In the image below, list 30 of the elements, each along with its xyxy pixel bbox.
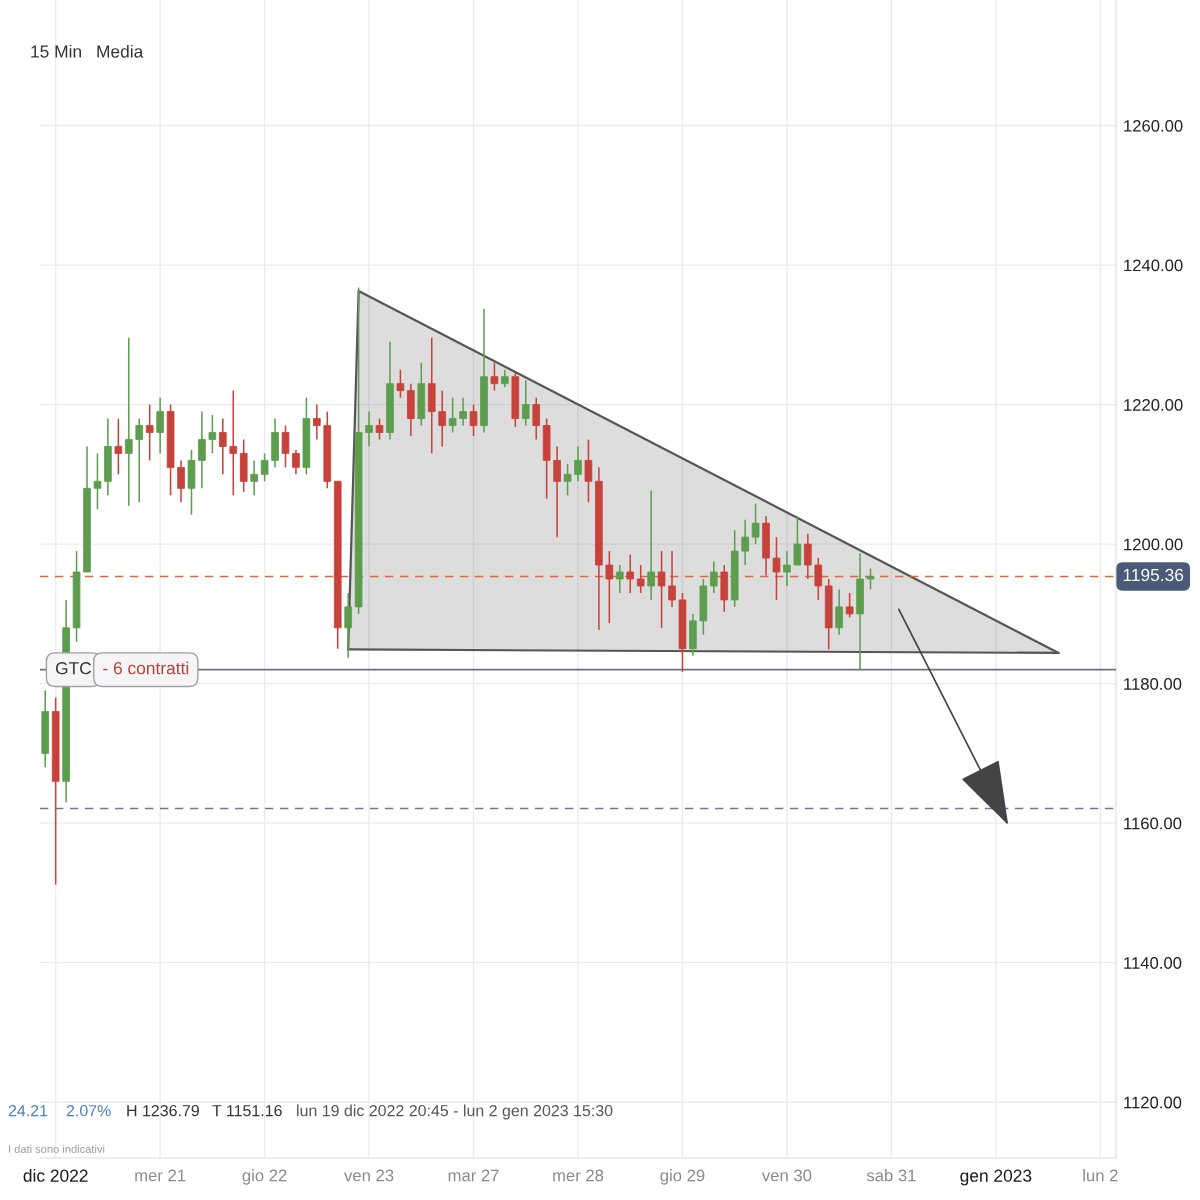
annotation: - 6 contratti	[103, 661, 189, 675]
x-tick-label: mar 27	[448, 1169, 499, 1182]
y-tick-label: 1240.00	[1124, 259, 1183, 272]
y-tick-label: 1180.00	[1124, 678, 1182, 690]
x-tick-label: gen 2023	[960, 1169, 1032, 1186]
y-tick-label: 1120.00	[1124, 1096, 1182, 1109]
ref-line-label: 1195.36	[1123, 568, 1184, 582]
x-tick-label: ven 23	[344, 1169, 394, 1182]
x-tick-label: gio 22	[242, 1169, 287, 1185]
annotation: 2.07%	[66, 1104, 111, 1117]
y-tick-label: 1260.00	[1124, 119, 1183, 132]
y-tick-label: 1160.00	[1124, 817, 1182, 830]
x-tick-label: gio 29	[660, 1169, 705, 1185]
annotation: H 1236.79	[127, 1104, 199, 1117]
y-tick-label: 1220.00	[1124, 399, 1183, 411]
ref-line-label: GTC	[55, 662, 92, 675]
annotation: Media	[97, 44, 144, 58]
annotation: 24.21	[8, 1104, 48, 1117]
y-tick-label: 1140.00	[1124, 957, 1182, 969]
x-tick-label: sab 31	[866, 1169, 916, 1182]
x-tick-label: mer 21	[135, 1169, 186, 1182]
annotation: 15 Min	[31, 44, 81, 58]
x-tick-label: lun 2	[1083, 1169, 1118, 1182]
y-tick-label: 1200.00	[1124, 538, 1183, 551]
x-tick-label: mer 28	[553, 1169, 604, 1182]
x-tick-label: dic 2022	[23, 1169, 88, 1182]
annotation: lun 19 dic 2022 20:45 - lun 2 gen 2023 15:30	[297, 1104, 613, 1120]
annotation: T 1151.16	[212, 1104, 282, 1117]
annotation: I dati sono indicativi	[9, 1144, 105, 1153]
x-tick-label: ven 30	[761, 1169, 812, 1182]
